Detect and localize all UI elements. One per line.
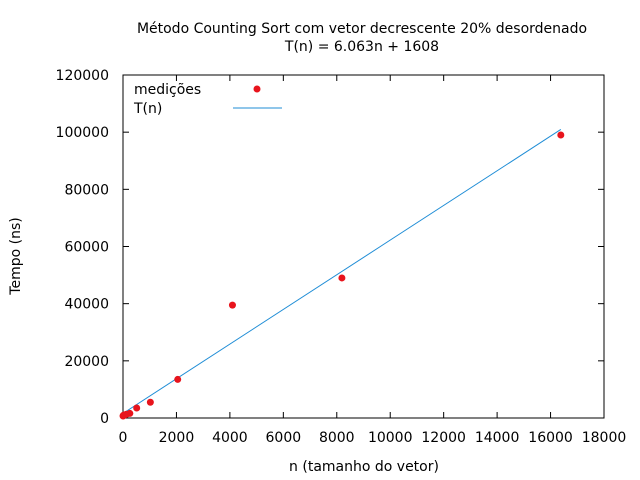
x-tick-label: 2000 <box>159 430 195 446</box>
x-axis-label: n (tamanho do vetor) <box>289 459 439 475</box>
data-point <box>133 404 141 412</box>
y-tick-label: 80000 <box>64 182 109 198</box>
chart-title: Método Counting Sort com vetor decrescen… <box>137 21 587 37</box>
y-tick-label: 20000 <box>64 354 109 370</box>
y-tick-label: 100000 <box>56 125 109 141</box>
series-layer <box>119 129 565 420</box>
x-tick-label: 10000 <box>368 430 413 446</box>
axis-ticks: 0 2000 4000 6000 8000 10000 12000 14000 16000 180… <box>56 68 627 446</box>
chart-subtitle: T(n) = 6.063n + 1608 <box>284 39 439 55</box>
data-point <box>338 274 346 282</box>
legend-label-fit: T(n) <box>133 101 162 117</box>
y-tick-label: 60000 <box>64 240 109 256</box>
x-tick-label: 0 <box>119 430 128 446</box>
data-point <box>146 398 154 406</box>
data-point <box>174 375 182 383</box>
data-point <box>228 301 236 309</box>
y-axis-label: Tempo (ns) <box>8 217 24 295</box>
legend-label-medicoes: medições <box>134 82 201 98</box>
data-point <box>557 131 565 139</box>
x-tick-label: 14000 <box>475 430 520 446</box>
y-tick-label: 40000 <box>64 297 109 313</box>
x-tick-label: 18000 <box>582 430 627 446</box>
x-tick-label: 6000 <box>266 430 302 446</box>
legend-marker-medicoes <box>253 85 261 93</box>
y-tick-label: 0 <box>100 411 109 427</box>
fit-line <box>122 129 562 414</box>
x-tick-label: 16000 <box>528 430 573 446</box>
y-tick-label: 120000 <box>56 68 109 84</box>
x-tick-label: 4000 <box>212 430 248 446</box>
x-tick-label: 12000 <box>421 430 466 446</box>
data-point <box>126 409 134 417</box>
legend: medições T(n) <box>133 82 282 117</box>
x-tick-label: 8000 <box>319 430 355 446</box>
